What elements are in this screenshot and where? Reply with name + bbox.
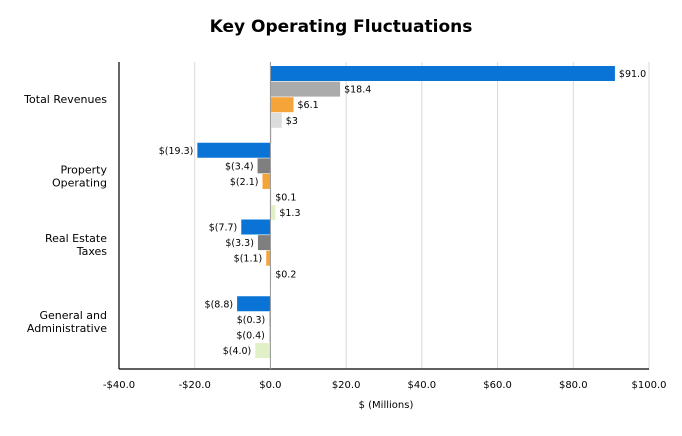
- chart-title: Key Operating Fluctuations: [210, 17, 473, 37]
- x-tick-label: $80.0: [559, 380, 588, 391]
- bar: [255, 343, 271, 359]
- x-tick-labels: -$40.0 -$20.0 $0.0 $20.0 $40.0 $60.0 $80.0 $100…: [103, 380, 667, 391]
- bars: $91.0 $18.4 $6.1$3 $(19.3) $(3.4) $(2.1) $0.1 $…: [159, 66, 646, 359]
- bar: [266, 250, 271, 266]
- axes: [118, 62, 649, 370]
- data-label: $(0.4): [236, 330, 265, 341]
- data-label: $6.1: [298, 100, 319, 111]
- category-label: Total Revenues: [23, 93, 107, 106]
- data-label: $0.1: [275, 193, 296, 204]
- category-label: Property: [60, 163, 107, 176]
- bar: [270, 81, 341, 97]
- data-label: $(3.4): [225, 161, 254, 172]
- data-label: $3: [286, 116, 298, 127]
- x-tick-label: $40.0: [408, 380, 437, 391]
- category-label: Administrative: [27, 322, 107, 335]
- x-tick-label: -$40.0: [103, 380, 135, 391]
- bar: [270, 66, 615, 81]
- bar: [241, 219, 271, 235]
- bar: [270, 97, 294, 113]
- x-axis-title: $ (Millions): [359, 400, 414, 411]
- category-label: Operating: [52, 176, 107, 189]
- data-label: $1.3: [279, 208, 300, 219]
- bar: [270, 112, 282, 128]
- data-label: $(0.3): [237, 315, 266, 326]
- x-tick-label: $100.0: [632, 380, 667, 391]
- data-label: $(4.0): [223, 346, 252, 357]
- data-label: $(1.1): [234, 254, 263, 265]
- x-tick-label: $0.0: [259, 380, 281, 391]
- data-label: $(8.8): [205, 299, 234, 310]
- data-label: $0.2: [275, 269, 296, 280]
- bar: [237, 296, 271, 312]
- category-label: Taxes: [76, 245, 108, 258]
- data-label: $(3.3): [225, 238, 254, 249]
- bar: [268, 327, 271, 343]
- bar: [269, 311, 271, 327]
- category-label: Real Estate: [45, 232, 107, 245]
- bar: [257, 158, 271, 174]
- category-label: General and: [39, 309, 107, 322]
- data-label: $91.0: [619, 69, 646, 80]
- bar: [262, 173, 271, 189]
- bar: [257, 235, 271, 251]
- x-tick-label: $20.0: [332, 380, 361, 391]
- data-label: $(19.3): [159, 146, 194, 157]
- bar: [197, 142, 271, 158]
- x-tick-label: $60.0: [483, 380, 512, 391]
- x-tick-label: -$20.0: [179, 380, 211, 391]
- data-label: $(7.7): [209, 223, 238, 234]
- bar: [270, 205, 276, 221]
- data-label: $(2.1): [230, 177, 259, 188]
- data-label: $18.4: [344, 85, 371, 96]
